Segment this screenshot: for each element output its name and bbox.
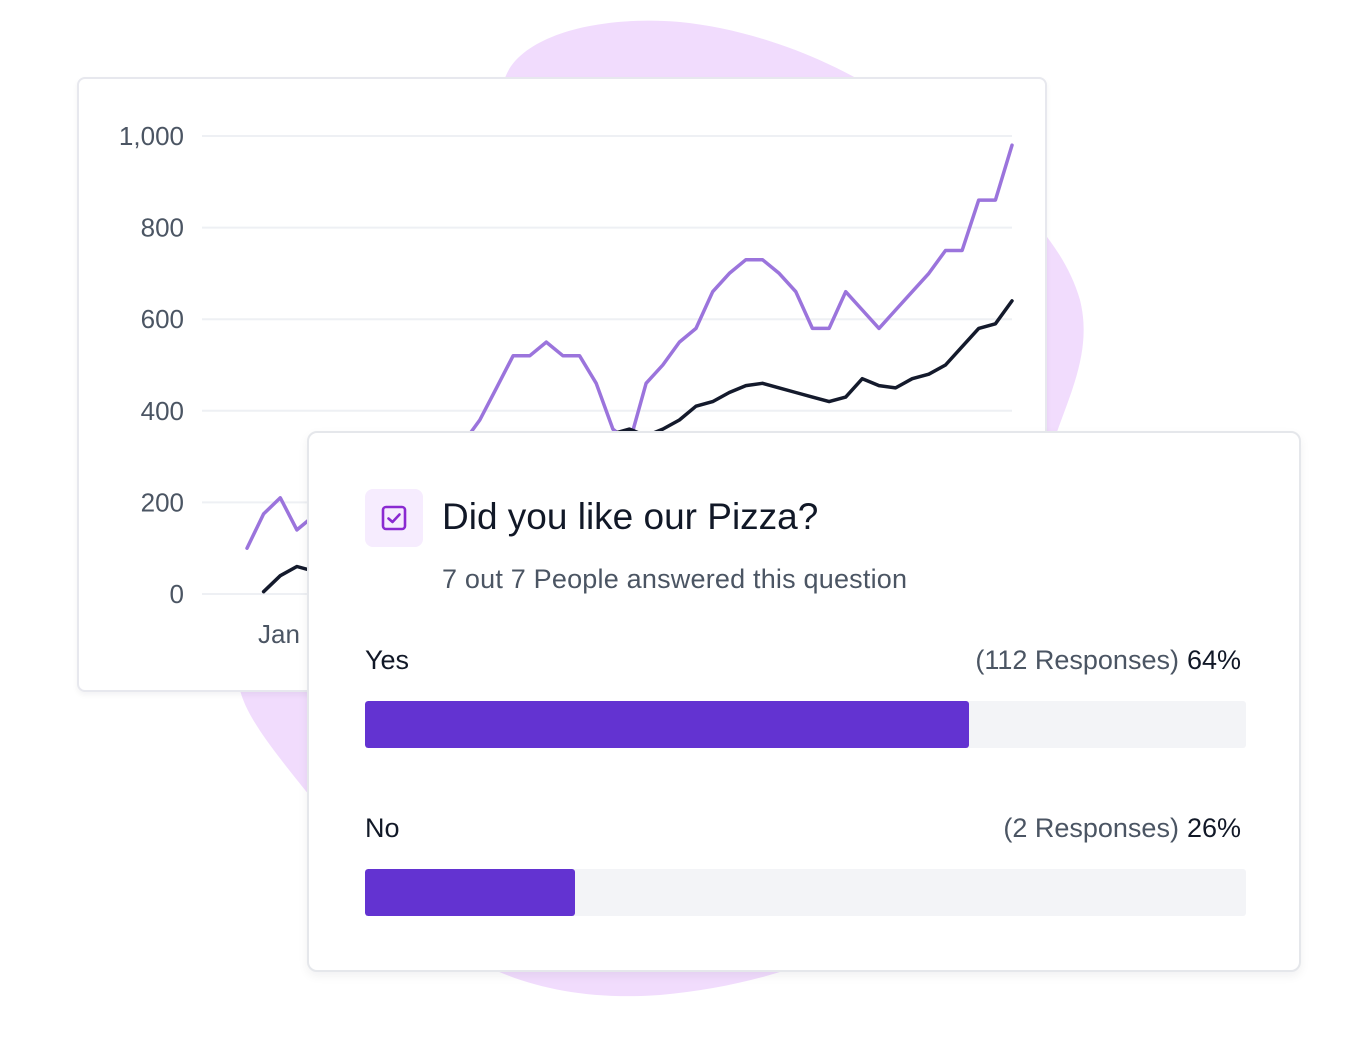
y-tick-label: 0 [170, 579, 184, 609]
question-title: Did you like our Pizza? [442, 496, 819, 537]
option-label-yes: Yes [365, 645, 410, 675]
y-tick-label: 200 [141, 487, 184, 517]
x-tick-label: Jan [258, 619, 300, 649]
y-tick-label: 1,000 [119, 121, 184, 151]
option-label-no: No [365, 813, 400, 843]
survey-card: Did you like our Pizza? 7 out 7 People a… [307, 431, 1301, 972]
y-tick-label: 600 [141, 304, 184, 334]
option-percent: 64% [1186, 645, 1241, 675]
y-axis-ticks: 1,000 800 600 400 200 0 [119, 121, 184, 609]
question-subtitle: 7 out 7 People answered this question [442, 564, 908, 594]
option-bar-no [365, 869, 1246, 916]
option-stats-no: (2 Responses) 26% [1003, 812, 1241, 844]
x-axis-ticks: Jan [258, 619, 300, 649]
option-bar-fill [365, 869, 575, 916]
option-percent: 26% [1186, 813, 1241, 843]
option-bar-yes [365, 701, 1246, 748]
y-tick-label: 400 [141, 396, 184, 426]
option-response-count: (112 Responses) [975, 645, 1179, 675]
option-stats-yes: (112 Responses) 64% [975, 644, 1241, 676]
option-bar-fill [365, 701, 970, 748]
checkbox-checked-icon [365, 489, 423, 547]
option-response-count: (2 Responses) [1003, 813, 1179, 843]
y-tick-label: 800 [141, 213, 184, 243]
